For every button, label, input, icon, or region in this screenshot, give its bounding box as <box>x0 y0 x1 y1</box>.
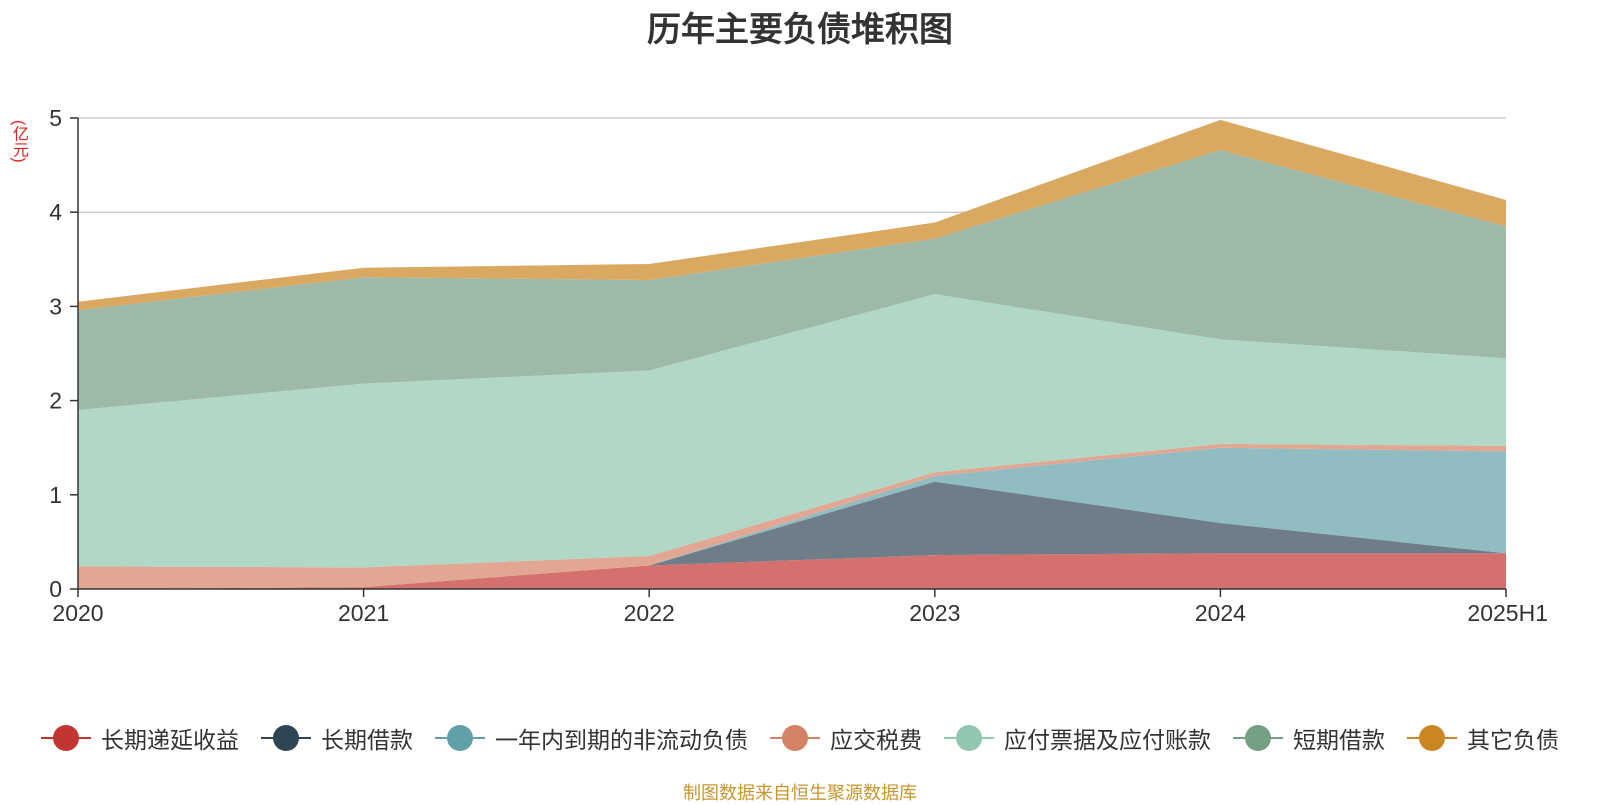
legend-marker-icon <box>770 725 820 751</box>
legend-marker-icon <box>41 725 91 751</box>
legend-marker-icon <box>1233 725 1283 751</box>
legend-marker-icon <box>261 725 311 751</box>
y-tick-label: 0 <box>49 576 62 602</box>
chart-title: 历年主要负债堆积图 <box>647 11 953 49</box>
y-unit-label: (亿元) <box>10 120 27 163</box>
y-tick-label: 3 <box>49 293 62 319</box>
y-tick-label: 5 <box>49 105 62 131</box>
x-tick-label: 2022 <box>624 600 675 626</box>
legend-item-3[interactable]: 应交税费 <box>770 721 922 755</box>
legend-item-2[interactable]: 一年内到期的非流动负债 <box>435 721 748 755</box>
legend-label: 应交税费 <box>830 727 922 753</box>
area-series-3 <box>78 443 1506 589</box>
area-series <box>78 119 1506 589</box>
source-note: 制图数据来自恒生聚源数据库 <box>683 783 917 803</box>
area-series-4 <box>78 294 1506 568</box>
area-series-2 <box>78 447 1506 589</box>
y-tick-label: 2 <box>49 388 62 414</box>
legend: 长期递延收益 长期借款 一年内到期的非流动负债 应交税费 应付票据及应付账款 短期借款 其它… <box>0 720 1600 756</box>
legend-item-1[interactable]: 长期借款 <box>261 721 413 755</box>
y-tick-label: 1 <box>49 482 62 508</box>
area-series-5 <box>78 150 1506 411</box>
legend-label: 其它负债 <box>1467 727 1559 753</box>
area-series-0 <box>78 553 1506 589</box>
area-series-1 <box>78 481 1506 589</box>
legend-marker-icon <box>1407 725 1457 751</box>
legend-label: 应付票据及应付账款 <box>1004 727 1211 753</box>
x-tick-label: 2021 <box>338 600 389 626</box>
x-tick-label: 2020 <box>52 600 103 626</box>
y-tick-label: 4 <box>49 199 62 225</box>
x-tick-label: 2023 <box>909 600 960 626</box>
legend-item-5[interactable]: 短期借款 <box>1233 721 1385 755</box>
legend-label: 一年内到期的非流动负债 <box>495 727 748 753</box>
legend-marker-icon <box>944 725 994 751</box>
axes: 0 1 2 3 4 5 2020 2021 2022 2023 2024 2025H1 <box>49 105 1548 626</box>
x-tick-label: 2024 <box>1195 600 1246 626</box>
x-tick-label: 2025H1 <box>1467 600 1548 626</box>
legend-label: 长期递延收益 <box>101 727 239 753</box>
legend-item-0[interactable]: 长期递延收益 <box>41 721 239 755</box>
area-series-6 <box>78 119 1506 311</box>
legend-label: 短期借款 <box>1293 727 1385 753</box>
stacked-area-chart: 0 1 2 3 4 5 2020 2021 2022 2023 2024 2025H1 <box>49 105 1548 626</box>
legend-item-4[interactable]: 应付票据及应付账款 <box>944 721 1211 755</box>
legend-label: 长期借款 <box>321 727 413 753</box>
legend-item-6[interactable]: 其它负债 <box>1407 721 1559 755</box>
legend-marker-icon <box>435 725 485 751</box>
